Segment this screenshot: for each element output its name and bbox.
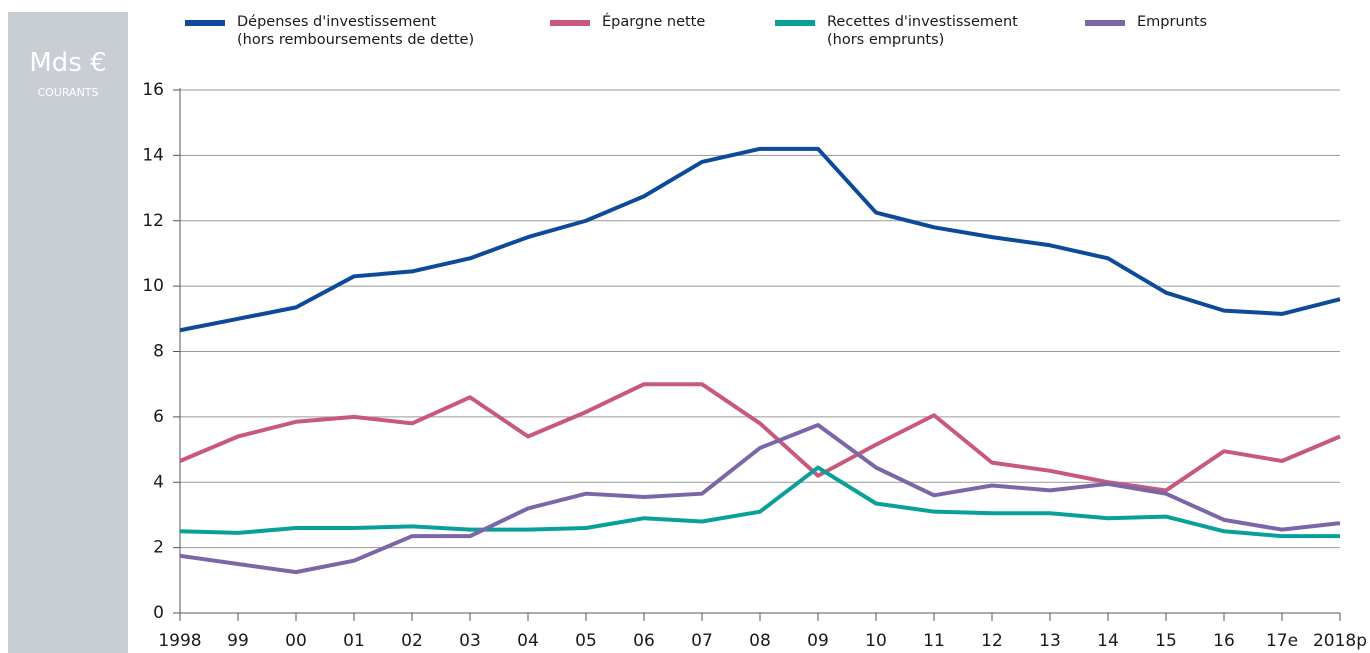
x-tick-label: 11	[923, 631, 945, 651]
x-tick-label: 00	[285, 631, 307, 651]
y-tick-label: 6	[153, 407, 164, 427]
x-tick-label: 03	[459, 631, 481, 651]
series-line	[179, 146, 1341, 333]
x-tick-label: 05	[575, 631, 597, 651]
legend-label: Recettes d'investissement (hors emprunts…	[827, 14, 1018, 48]
series-line	[179, 465, 1340, 539]
y-unit-sub: COURANTS	[37, 86, 99, 99]
x-tick-label: 13	[1039, 631, 1061, 651]
y-tick-label: 8	[153, 342, 164, 362]
y-tick-label: 12	[142, 211, 164, 231]
series-line	[179, 382, 1341, 493]
x-tick-label: 10	[865, 631, 887, 651]
unit-panel	[8, 12, 128, 653]
y-tick-label: 14	[142, 145, 164, 165]
x-tick-label: 12	[981, 631, 1003, 651]
x-tick-label: 14	[1097, 631, 1119, 651]
legend-swatch	[550, 20, 590, 26]
x-tick-label: 99	[227, 631, 249, 651]
x-tick-label: 01	[343, 631, 365, 651]
x-tick-label: 16	[1213, 631, 1235, 651]
y-tick-label: 2	[153, 538, 164, 558]
legend-label: Dépenses d'investissement (hors rembours…	[237, 14, 475, 48]
x-tick-label: 15	[1155, 631, 1177, 651]
x-tick-label: 07	[691, 631, 713, 651]
legend-label: Épargne nette	[602, 14, 706, 30]
x-tick-label: 1998	[158, 631, 201, 651]
legend-swatch	[775, 20, 815, 26]
x-tick-label: 08	[749, 631, 771, 651]
x-tick-label: 17e	[1266, 631, 1298, 651]
y-tick-label: 4	[153, 472, 164, 492]
legend-label: Emprunts	[1137, 14, 1208, 30]
legend-swatch	[185, 20, 225, 26]
x-tick-label: 2018p	[1313, 631, 1367, 651]
y-unit: Mds €	[29, 48, 107, 78]
y-tick-label: 10	[142, 276, 164, 296]
y-tick-label: 16	[142, 80, 164, 100]
x-tick-label: 09	[807, 631, 829, 651]
x-tick-label: 06	[633, 631, 655, 651]
legend-swatch	[1085, 20, 1125, 26]
y-tick-label: 0	[153, 603, 164, 623]
x-tick-label: 04	[517, 631, 539, 651]
x-tick-label: 02	[401, 631, 423, 651]
series-line	[179, 423, 1341, 575]
